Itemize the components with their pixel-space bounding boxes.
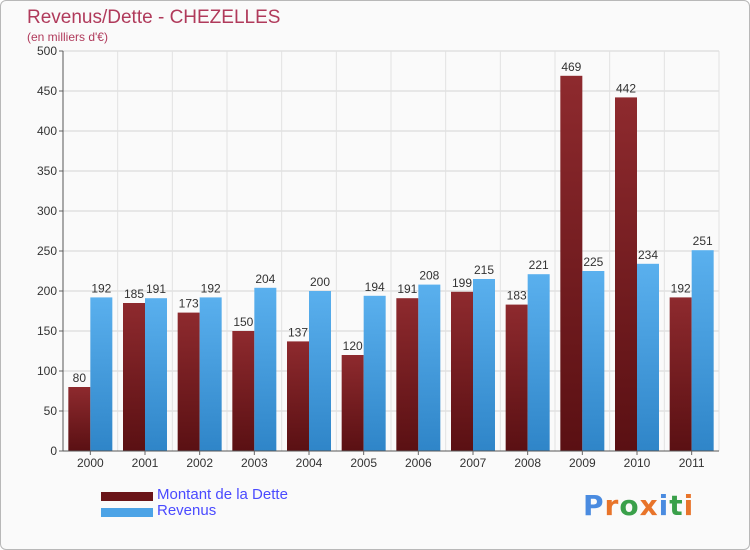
bar-debt [615, 97, 637, 452]
bar-revenus [309, 291, 331, 451]
bar-debt [341, 355, 364, 451]
chart-subtitle: (en milliers d'€) [27, 30, 108, 44]
logo-letter: i [658, 489, 670, 522]
data-label: 215 [474, 263, 494, 277]
x-tick-label: 2003 [241, 456, 268, 470]
data-label: 199 [452, 276, 472, 290]
logo-letter: x [639, 489, 659, 522]
logo-letter: r [604, 489, 620, 522]
data-label: 225 [583, 255, 603, 269]
legend-swatch-debt [101, 492, 153, 501]
bar-debt [451, 291, 473, 451]
x-tick-label: 2008 [514, 456, 541, 470]
x-tick-label: 2009 [569, 456, 596, 470]
y-tick-label: 50 [44, 404, 58, 418]
chart-title: Revenus/Dette - CHEZELLES [27, 7, 281, 28]
logo-letter: i [683, 489, 695, 522]
x-tick-label: 2007 [460, 456, 487, 470]
bar-revenus [199, 297, 222, 451]
data-label: 221 [529, 258, 549, 272]
y-tick-label: 100 [37, 364, 57, 378]
legend-label-debt: Montant de la Dette [157, 486, 288, 503]
bar-revenus [527, 274, 550, 451]
x-tick-label: 2011 [679, 456, 705, 470]
x-tick-label: 2000 [77, 456, 104, 470]
bar-debt [560, 75, 583, 452]
data-label: 442 [616, 81, 636, 95]
y-tick-label: 150 [37, 324, 57, 338]
bar-revenus [473, 279, 495, 451]
y-tick-label: 0 [50, 444, 57, 458]
bar-debt [396, 298, 419, 451]
x-tick-label: 2010 [624, 456, 651, 470]
y-tick-label: 300 [37, 204, 57, 218]
bar-debt [669, 297, 692, 451]
data-label: 137 [288, 325, 308, 339]
data-label: 200 [310, 275, 330, 289]
data-label: 194 [365, 280, 385, 294]
x-tick-label: 2005 [350, 456, 377, 470]
data-label: 204 [255, 272, 275, 286]
data-label: 192 [201, 281, 221, 295]
bar-debt [287, 341, 309, 451]
data-label: 192 [671, 281, 691, 295]
y-tick-label: 500 [37, 44, 57, 58]
bar-debt [177, 312, 200, 451]
data-label: 80 [73, 371, 87, 385]
x-tick-label: 2004 [296, 456, 323, 470]
data-label: 192 [91, 281, 111, 295]
legend-label-revenus: Revenus [157, 502, 217, 519]
bar-debt [505, 304, 528, 451]
x-tick-label: 2001 [132, 456, 159, 470]
logo-letter: t [669, 489, 684, 522]
bar-revenus [145, 298, 167, 451]
data-label: 251 [693, 234, 713, 248]
data-label: 191 [397, 282, 417, 296]
y-tick-label: 400 [37, 124, 57, 138]
bar-debt [232, 331, 255, 451]
data-label: 185 [124, 287, 144, 301]
bar-revenus [691, 250, 714, 451]
y-tick-label: 200 [37, 284, 57, 298]
data-label: 183 [507, 289, 527, 303]
bar-debt [68, 387, 91, 451]
bar-revenus [254, 287, 277, 451]
data-label: 120 [343, 339, 363, 353]
bar-debt [123, 303, 145, 451]
logo-letter: P [583, 489, 605, 522]
data-label: 173 [179, 297, 199, 311]
y-tick-label: 250 [37, 244, 57, 258]
data-label: 234 [638, 248, 658, 262]
data-label: 150 [233, 315, 253, 329]
x-tick-label: 2006 [405, 456, 432, 470]
proxiti-logo: Proxiti [583, 489, 694, 522]
bar-revenus [363, 295, 386, 451]
bar-revenus [418, 284, 441, 451]
data-label: 469 [561, 60, 581, 74]
legend-swatch-revenus [101, 508, 153, 517]
bar-revenus [90, 297, 113, 451]
logo-letter: o [619, 489, 640, 522]
bar-revenus [582, 271, 605, 451]
x-tick-label: 2002 [186, 456, 213, 470]
data-label: 208 [419, 269, 439, 283]
y-tick-label: 450 [37, 84, 57, 98]
data-label: 191 [146, 282, 166, 296]
bar-revenus [637, 263, 659, 451]
y-tick-label: 350 [37, 164, 57, 178]
